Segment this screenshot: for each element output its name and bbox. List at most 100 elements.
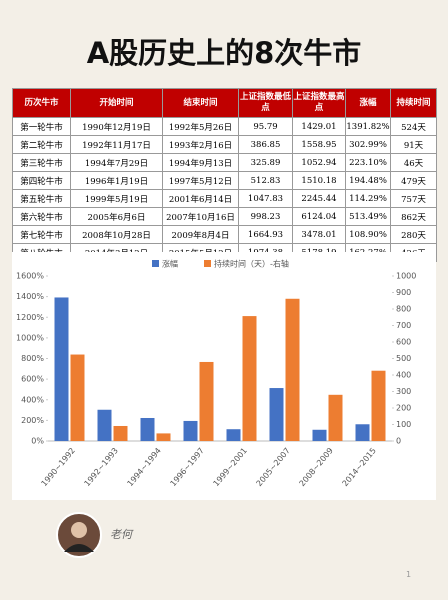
bar xyxy=(97,409,112,441)
table-row: 第五轮牛市 1999年5月19日 2001年6月14日 1047.83 2245.44 1… xyxy=(12,189,437,208)
bar xyxy=(156,433,171,441)
bar xyxy=(242,316,257,441)
table-cell: 2009年8月4日 xyxy=(162,225,239,244)
y2-tick-label: 1000 xyxy=(396,272,416,281)
avatar xyxy=(56,512,102,558)
header-cell: 涨幅 xyxy=(345,88,391,118)
table-cell: 280天 xyxy=(390,225,437,244)
table-cell: 1052.94 xyxy=(292,153,346,172)
table-cell: 2001年6月14日 xyxy=(162,189,239,208)
y-tick-label: 1000% xyxy=(16,333,44,342)
bar xyxy=(226,429,241,441)
table-cell: 223.10% xyxy=(345,153,391,172)
title: A股历史上的8次牛市 xyxy=(86,36,362,70)
table-cell: 194.48% xyxy=(345,171,391,190)
table-row: 第二轮牛市 1992年11月17日 1993年2月16日 386.85 1558.95 3… xyxy=(12,135,437,154)
bar xyxy=(199,361,214,441)
table-cell: 第四轮牛市 xyxy=(12,171,71,190)
bar xyxy=(70,354,85,441)
bar xyxy=(285,298,300,441)
table-cell: 91天 xyxy=(390,135,437,154)
table-cell: 2007年10月16日 xyxy=(162,207,239,226)
y2-tick-label: 0 xyxy=(396,437,401,446)
y2-tick-label: 600 xyxy=(396,338,411,347)
y2-tick-label: 500 xyxy=(396,354,411,363)
page-number: 1 xyxy=(406,570,412,579)
y2-tick-label: 400 xyxy=(396,371,411,380)
table-cell: 1992年11月17日 xyxy=(70,135,163,154)
table-cell: 第二轮牛市 xyxy=(12,135,71,154)
bar xyxy=(54,297,69,441)
header-cell: 上证指数最低点 xyxy=(238,88,293,118)
legend-swatch xyxy=(152,260,159,267)
table-cell: 46天 xyxy=(390,153,437,172)
bar xyxy=(312,429,327,441)
table-cell: 1997年5月12日 xyxy=(162,171,239,190)
table-cell: 1996年1月19日 xyxy=(70,171,163,190)
legend-swatch xyxy=(204,260,211,267)
y-tick-label: 200% xyxy=(21,416,44,425)
table-cell: 302.99% xyxy=(345,135,391,154)
table-cell: 325.89 xyxy=(238,153,293,172)
table-cell: 524天 xyxy=(390,117,437,136)
header-cell: 结束时间 xyxy=(162,88,239,118)
table-cell: 1994年9月13日 xyxy=(162,153,239,172)
table-cell: 108.90% xyxy=(345,225,391,244)
table-row: 第三轮牛市 1994年7月29日 1994年9月13日 325.89 1052.94 22… xyxy=(12,153,437,172)
table-cell: 第一轮牛市 xyxy=(12,117,71,136)
header-cell: 开始时间 xyxy=(70,88,163,118)
header-cell: 持续时间 xyxy=(390,88,437,118)
y-tick-label: 1200% xyxy=(16,313,44,322)
table-cell: 513.49% xyxy=(345,207,391,226)
table-cell: 757天 xyxy=(390,189,437,208)
table-cell: 第三轮牛市 xyxy=(12,153,71,172)
chart: 0% 200% 400% 600% 800% 1000% 1200% 1400% 1600% 0 1… xyxy=(12,252,436,500)
table-row: 第六轮牛市 2005年6月6日 2007年10月16日 998.23 6124.04 51… xyxy=(12,207,437,226)
bar xyxy=(328,394,343,441)
header-cell: 上证指数最高点 xyxy=(292,88,346,118)
y2-tick-label: 100 xyxy=(396,420,411,429)
table-cell: 2245.44 xyxy=(292,189,346,208)
table-cell: 3478.01 xyxy=(292,225,346,244)
table-cell: 第七轮牛市 xyxy=(12,225,71,244)
table-row: 第四轮牛市 1996年1月19日 1997年5月12日 512.83 1510.18 19… xyxy=(12,171,437,190)
table-cell: 1047.83 xyxy=(238,189,293,208)
table-cell: 386.85 xyxy=(238,135,293,154)
table: 历次牛市 开始时间 结束时间 上证指数最低点 上证指数最高点 涨幅 持续时间 第一轮牛市 19… xyxy=(12,88,437,262)
table-cell: 1558.95 xyxy=(292,135,346,154)
table-row: 第七轮牛市 2008年10月28日 2009年8月4日 1664.93 3478.01 1… xyxy=(12,225,437,244)
bar xyxy=(355,424,370,441)
table-cell: 6124.04 xyxy=(292,207,346,226)
y2-tick-label: 300 xyxy=(396,387,411,396)
signature: 老何 xyxy=(110,528,132,541)
y-tick-label: 1400% xyxy=(16,292,44,301)
legend-label: 持续时间（天）-右轴 xyxy=(214,259,289,269)
table-cell: 114.29% xyxy=(345,189,391,208)
bar xyxy=(113,425,128,441)
table-header: 历次牛市 开始时间 结束时间 上证指数最低点 上证指数最高点 涨幅 持续时间 xyxy=(12,88,437,118)
table-cell: 1391.82% xyxy=(345,117,391,136)
table-cell: 479天 xyxy=(390,171,437,190)
bar xyxy=(269,388,284,441)
bar xyxy=(140,417,155,441)
table-cell: 1990年12月19日 xyxy=(70,117,163,136)
table-cell: 512.83 xyxy=(238,171,293,190)
table-cell: 2005年6月6日 xyxy=(70,207,163,226)
table-cell: 第五轮牛市 xyxy=(12,189,71,208)
legend-label: 涨幅 xyxy=(162,259,178,269)
table-cell: 1664.93 xyxy=(238,225,293,244)
y-tick-label: 800% xyxy=(21,354,44,363)
bar xyxy=(371,370,386,441)
y-tick-label: 600% xyxy=(21,375,44,384)
y2-tick-label: 900 xyxy=(396,288,411,297)
y-tick-label: 0% xyxy=(31,437,44,446)
table-cell: 1993年2月16日 xyxy=(162,135,239,154)
bar xyxy=(183,420,198,441)
table-cell: 1429.01 xyxy=(292,117,346,136)
y-tick-label: 1600% xyxy=(16,272,44,281)
header-cell: 历次牛市 xyxy=(12,88,71,118)
table-cell: 第六轮牛市 xyxy=(12,207,71,226)
y-tick-label: 400% xyxy=(21,395,44,404)
table-row: 第一轮牛市 1990年12月19日 1992年5月26日 95.79 1429.01 13… xyxy=(12,117,437,136)
